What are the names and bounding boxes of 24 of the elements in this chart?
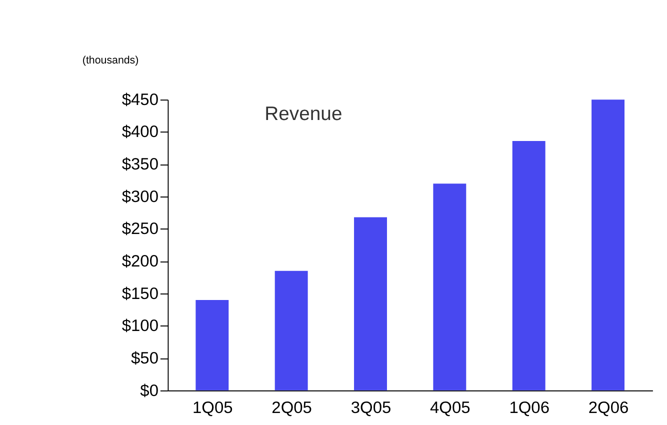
y-tick-label: $50 — [131, 349, 159, 368]
x-tick-label: 3Q05 — [350, 399, 392, 418]
y-tick-label: $150 — [122, 284, 159, 303]
y-tick-label: $0 — [140, 382, 159, 400]
y-axis-title: (thousands) — [82, 54, 139, 67]
y-tick-label: $450 — [122, 90, 159, 109]
bar — [354, 217, 387, 390]
bar — [512, 140, 546, 390]
y-tick-label: $400 — [122, 123, 159, 142]
y-tick-label: $300 — [122, 188, 159, 206]
y-tick-label: $200 — [122, 252, 159, 270]
x-tick-label: 1Q05 — [192, 399, 233, 418]
x-tick-label: 2Q06 — [588, 399, 629, 418]
y-tick-label: $350 — [122, 156, 159, 174]
bar — [274, 270, 308, 390]
x-tick-label: 4Q05 — [430, 399, 470, 418]
bar — [196, 300, 229, 390]
chart-title: Revenue — [264, 102, 342, 125]
bar — [592, 100, 625, 390]
bar — [433, 184, 466, 390]
x-tick-label: 2Q05 — [272, 399, 312, 418]
x-tick-label: 1Q06 — [509, 399, 550, 418]
y-tick-label: $250 — [122, 220, 159, 238]
y-tick-label: $100 — [122, 317, 159, 336]
